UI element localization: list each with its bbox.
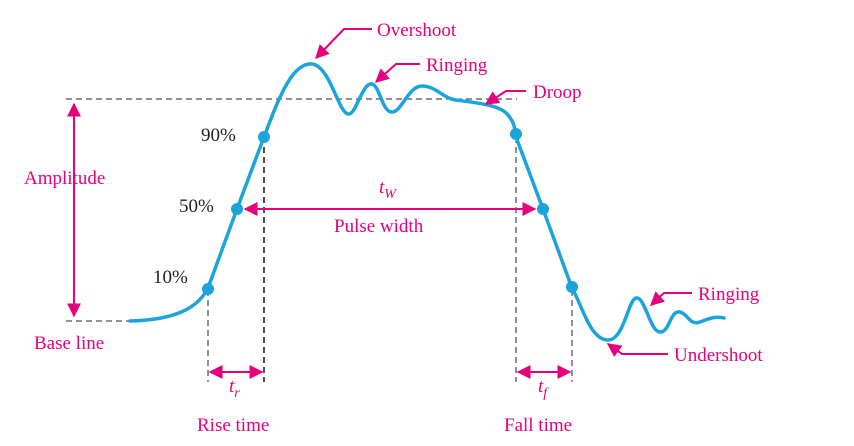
overshoot-label: Overshoot: [377, 20, 457, 41]
undershoot-leader: [606, 343, 668, 358]
fall-time-label: Fall time: [504, 415, 572, 436]
amplitude-label: Amplitude: [24, 168, 105, 189]
rise-time-label: Rise time: [197, 415, 269, 436]
annotations: [67, 28, 692, 379]
pulse-waveform: [128, 62, 726, 342]
ringing-top-label: Ringing: [426, 55, 488, 76]
ringing-bottom-label: Ringing: [698, 284, 760, 305]
percent-90-label: 90%: [201, 125, 236, 146]
point-90-fall: [510, 128, 522, 140]
droop-leader: [484, 90, 526, 105]
droop-label: Droop: [533, 82, 582, 103]
percent-10-label: 10%: [153, 267, 188, 288]
point-10-rise: [202, 283, 214, 295]
point-50-rise: [231, 203, 243, 215]
tr-symbol: tr: [229, 376, 240, 401]
undershoot-label: Undershoot: [674, 345, 763, 366]
percent-50-label: 50%: [179, 196, 214, 217]
tf-symbol: tf: [538, 376, 549, 401]
point-50-fall: [537, 203, 549, 215]
ringing-top-leader: [374, 63, 420, 83]
ringing-bottom-leader: [649, 291, 692, 306]
base-line-label: Base line: [34, 333, 104, 354]
point-10-fall: [566, 281, 578, 293]
point-90-rise: [258, 131, 270, 143]
pulse-width-label: Pulse width: [334, 216, 424, 237]
reference-lines: [66, 98, 573, 382]
overshoot-leader: [315, 28, 372, 60]
tw-symbol: tW: [379, 177, 397, 202]
